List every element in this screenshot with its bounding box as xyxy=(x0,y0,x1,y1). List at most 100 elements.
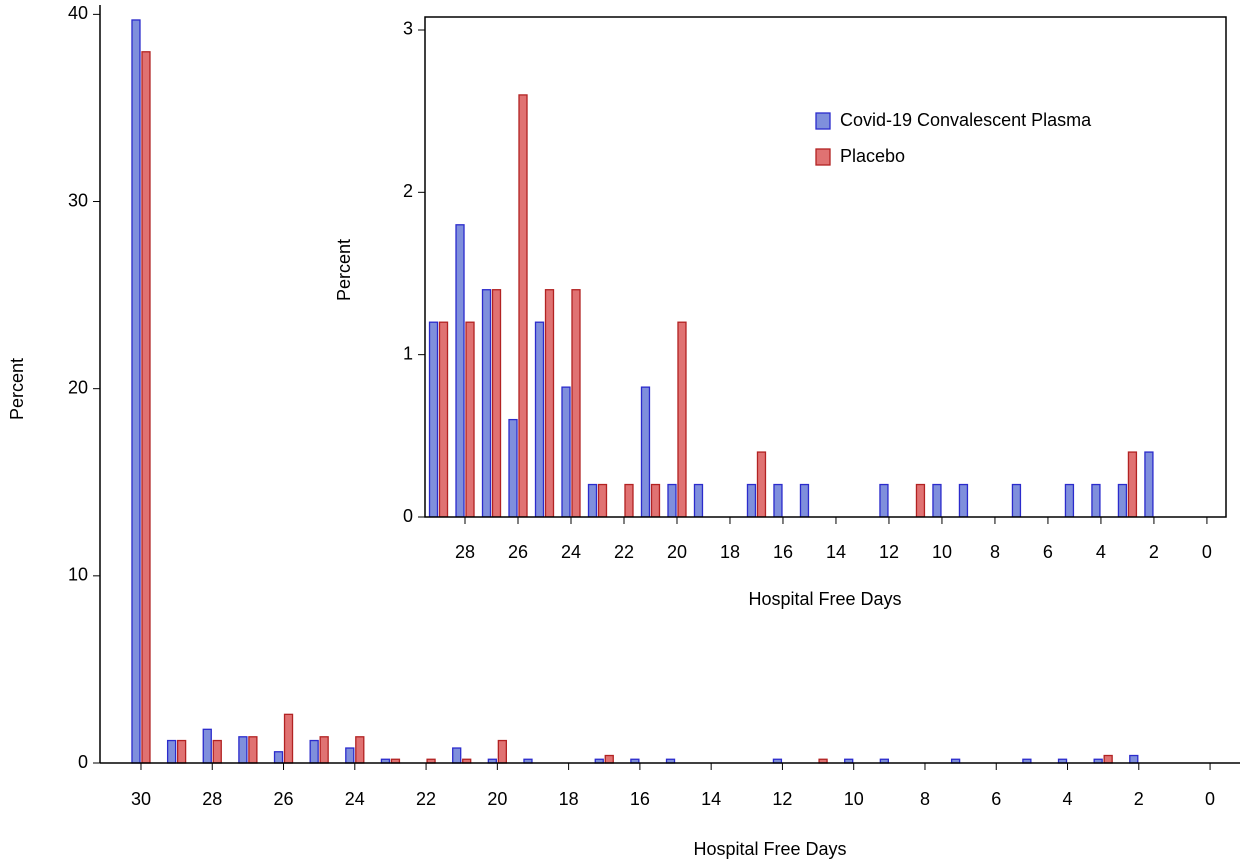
bar xyxy=(455,224,465,517)
x-tick-label: 6 xyxy=(1043,542,1053,562)
x-tick-label: 14 xyxy=(826,542,846,562)
bar xyxy=(438,321,449,517)
x-tick-label: 6 xyxy=(991,789,1001,809)
y-tick-label: 2 xyxy=(403,181,413,201)
bar xyxy=(1127,451,1138,517)
bar xyxy=(508,418,518,517)
x-tick-label: 26 xyxy=(508,542,528,562)
plot-frame xyxy=(424,16,1227,518)
y-tick-label: 10 xyxy=(68,565,88,585)
bar xyxy=(141,51,151,764)
y-tick-label: 1 xyxy=(403,343,413,363)
y-axis-title: Percent xyxy=(334,239,354,301)
bar xyxy=(958,483,969,517)
bar xyxy=(1129,754,1139,764)
bars xyxy=(131,19,1139,764)
bar xyxy=(1103,754,1113,764)
bar xyxy=(879,483,889,517)
x-tick-label: 4 xyxy=(1063,789,1073,809)
bar xyxy=(1091,483,1101,517)
x-tick-label: 20 xyxy=(667,542,687,562)
bar xyxy=(176,739,187,764)
x-tick-label: 22 xyxy=(416,789,436,809)
bar xyxy=(212,739,222,764)
bar xyxy=(571,289,581,517)
y-axis-title: Percent xyxy=(7,358,27,420)
bar xyxy=(491,289,502,517)
y-tick-label: 40 xyxy=(68,3,88,23)
legend: Covid-19 Convalescent Plasma Placebo xyxy=(815,110,1092,166)
bar xyxy=(640,386,651,517)
x-tick-label: 18 xyxy=(720,542,740,562)
x-tick-label: 26 xyxy=(274,789,294,809)
x-tick-label: 30 xyxy=(131,789,151,809)
bar xyxy=(273,751,284,764)
bar xyxy=(1064,483,1075,517)
bar xyxy=(319,736,329,764)
x-tick-label: 10 xyxy=(932,542,952,562)
bar xyxy=(465,321,475,517)
bar xyxy=(1011,483,1022,517)
bar xyxy=(452,747,462,764)
x-tick-label: 16 xyxy=(630,789,650,809)
bar xyxy=(202,728,212,764)
bar xyxy=(283,713,294,764)
x-axis-title: Hospital Free Days xyxy=(748,589,901,609)
y-tick-label: 0 xyxy=(403,506,413,526)
bar xyxy=(587,483,598,517)
x-tick-label: 12 xyxy=(879,542,899,562)
x-tick-label: 14 xyxy=(701,789,721,809)
bar xyxy=(355,736,365,764)
bar xyxy=(932,483,942,517)
bar xyxy=(1117,483,1128,517)
x-tick-label: 20 xyxy=(487,789,507,809)
legend-swatch xyxy=(815,148,831,166)
bar xyxy=(597,483,608,517)
bar xyxy=(345,747,355,764)
bar xyxy=(403,0,411,517)
bar xyxy=(756,451,767,517)
bar xyxy=(166,739,177,764)
legend-swatch xyxy=(815,112,831,130)
plot-background xyxy=(425,17,1226,517)
bar xyxy=(544,289,555,517)
bar xyxy=(677,321,687,517)
y-tick-label: 20 xyxy=(68,377,88,397)
bar xyxy=(497,739,507,764)
bar xyxy=(248,736,258,764)
legend-label: Placebo xyxy=(840,146,905,166)
bar xyxy=(413,0,421,517)
bar xyxy=(650,483,661,517)
bar xyxy=(604,754,614,764)
x-tick-label: 22 xyxy=(614,542,634,562)
x-tick-label: 10 xyxy=(844,789,864,809)
legend-label: Covid-19 Convalescent Plasma xyxy=(840,110,1092,130)
x-tick-label: 2 xyxy=(1149,542,1159,562)
x-tick-label: 4 xyxy=(1096,542,1106,562)
bar xyxy=(773,483,783,517)
bar xyxy=(131,19,141,764)
bar xyxy=(667,483,677,517)
y-tick-label: 3 xyxy=(403,19,413,39)
x-tick-label: 18 xyxy=(559,789,579,809)
bar xyxy=(746,483,757,517)
x-tick-label: 8 xyxy=(920,789,930,809)
bar xyxy=(799,483,810,517)
bar xyxy=(518,94,528,517)
x-tick-label: 0 xyxy=(1205,789,1215,809)
x-axis-title: Hospital Free Days xyxy=(693,839,846,859)
bar xyxy=(481,289,492,517)
bar xyxy=(1144,451,1154,517)
bar xyxy=(534,321,545,517)
y-tick-label: 0 xyxy=(78,752,88,772)
x-tick-label: 28 xyxy=(455,542,475,562)
bar xyxy=(693,483,704,517)
x-tick-label: 8 xyxy=(990,542,1000,562)
x-tick-label: 24 xyxy=(561,542,581,562)
x-tick-label: 24 xyxy=(345,789,365,809)
x-tick-label: 0 xyxy=(1202,542,1212,562)
bar xyxy=(428,321,439,517)
x-tick-label: 16 xyxy=(773,542,793,562)
